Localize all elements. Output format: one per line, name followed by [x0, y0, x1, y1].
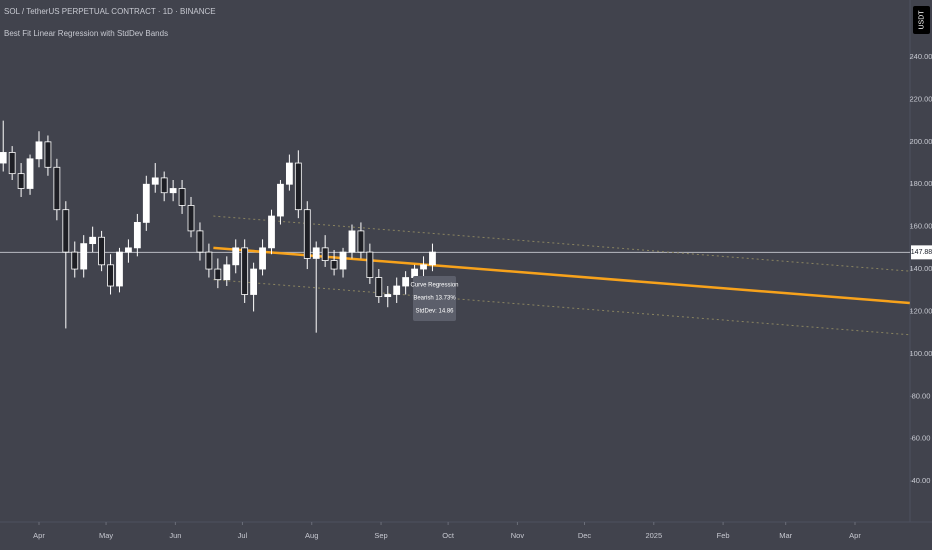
candle-body [277, 183, 284, 217]
y-tick-label: 240.00 [910, 52, 932, 61]
x-tick-label: Jun [169, 531, 181, 540]
candle-body [187, 205, 195, 232]
candle-body [232, 247, 240, 266]
candle-body [0, 152, 7, 164]
x-tick-label: Aug [305, 531, 318, 540]
candle-body [348, 230, 356, 253]
currency-label: USDT [918, 10, 925, 30]
candle-body [71, 251, 79, 270]
last-price-badge [911, 245, 932, 260]
candle-body [393, 285, 401, 295]
y-tick-label: 200.00 [910, 137, 932, 146]
candle-body [142, 183, 150, 223]
y-tick-label: 140.00 [910, 264, 932, 273]
candle-body [241, 247, 249, 295]
candle-body [8, 152, 16, 175]
candle-body [196, 230, 204, 253]
candle-body [420, 264, 427, 270]
x-tick-label: Apr [849, 531, 861, 540]
x-tick-label: Jul [238, 531, 248, 540]
candle-body [151, 177, 159, 185]
candle-body [107, 264, 114, 287]
y-tick-label: 60.00 [912, 434, 931, 443]
candle-body [303, 209, 311, 259]
x-tick-label: Feb [717, 531, 730, 540]
tooltip-line: Curve Regression [410, 283, 458, 289]
y-tick-label: 100.00 [910, 349, 932, 358]
y-tick-label: 180.00 [910, 179, 932, 188]
tooltip-line: Bearish 13.73% [413, 296, 456, 302]
x-tick-label: Dec [578, 531, 592, 540]
last-price-label: 147.88 [911, 249, 932, 256]
chart-subtitle: Best Fit Linear Regression with StdDev B… [4, 29, 168, 38]
candle-body [384, 294, 392, 298]
candle-body [330, 260, 338, 270]
y-tick-label: 80.00 [912, 391, 931, 400]
candle-body [17, 173, 25, 189]
candle-body [259, 247, 266, 270]
x-tick-label: Nov [511, 531, 525, 540]
tooltip-line: StdDev: 14.86 [415, 309, 454, 315]
candle-body [178, 188, 186, 206]
currency-badge[interactable] [913, 6, 930, 34]
candle-body [44, 141, 52, 168]
candle-body [285, 162, 293, 185]
candle-body [89, 236, 97, 245]
candle-body [80, 243, 88, 270]
candle-body [268, 215, 275, 249]
candle-body [26, 158, 34, 189]
x-tick-label: May [99, 531, 113, 540]
candle-body [125, 247, 132, 253]
regression-line [213, 246, 910, 305]
candle-body [375, 277, 383, 298]
candle-body [250, 268, 258, 295]
stddev-band [213, 279, 910, 336]
x-tick-label: Apr [33, 531, 45, 540]
candle-body [133, 222, 141, 249]
candle-body [214, 268, 222, 281]
candle-body [205, 251, 213, 270]
candle-body [429, 251, 436, 266]
candle-body [160, 177, 168, 194]
candle-body [312, 247, 320, 259]
y-tick-label: 220.00 [910, 94, 932, 103]
chart-title: SOL / TetherUS PERPETUAL CONTRACT · 1D ·… [4, 7, 216, 16]
candle-body [366, 251, 374, 278]
x-tick-label: Oct [442, 531, 455, 540]
candle-body [35, 141, 43, 160]
stddev-band [213, 215, 910, 272]
x-tick-label: 2025 [645, 531, 662, 540]
candle-body [169, 188, 177, 194]
candle-body [357, 230, 365, 253]
x-tick-label: Sep [374, 531, 387, 540]
y-tick-label: 40.00 [912, 476, 931, 485]
candle-body [98, 236, 105, 266]
candle-body [294, 162, 302, 211]
candle-body [321, 247, 329, 261]
tooltip-box [413, 276, 456, 321]
candle-body [402, 277, 410, 287]
candle-body [339, 251, 347, 270]
y-tick-label: 120.00 [910, 306, 932, 315]
y-tick-label: 160.00 [910, 222, 932, 231]
candle-body [116, 251, 123, 287]
candle-body [223, 264, 231, 281]
candle-body [53, 166, 61, 211]
plot-area: 40.00 60.00 80.00 100.00 120.00 140.00 160.00 1… [0, 52, 932, 540]
x-tick-label: Mar [779, 531, 792, 540]
candle-body [62, 209, 70, 253]
